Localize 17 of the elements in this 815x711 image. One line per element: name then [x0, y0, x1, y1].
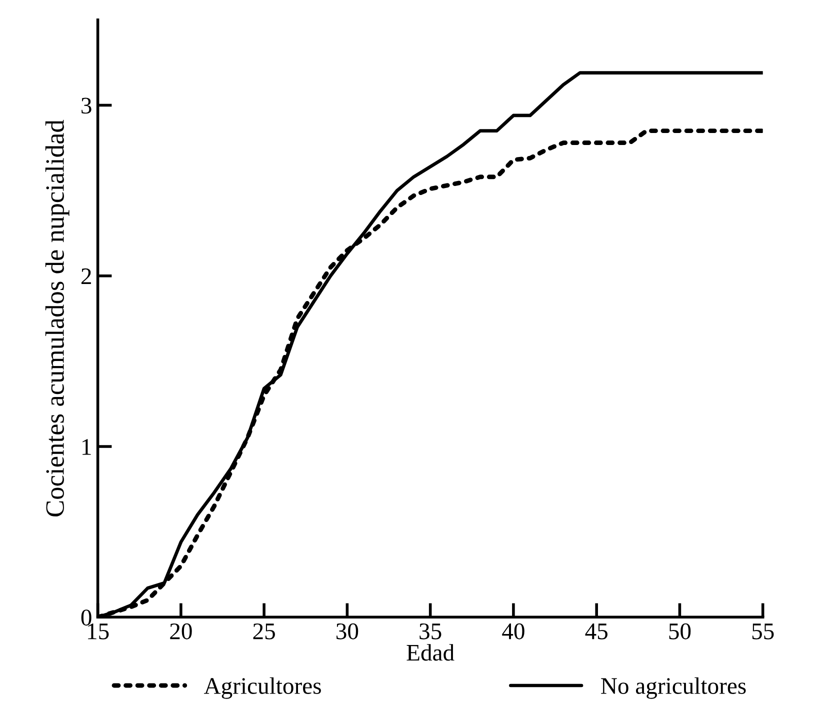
x-axis-title: Edad — [406, 644, 454, 661]
y-tick-label: 2 — [81, 268, 91, 284]
y-tick-label: 0 — [81, 610, 92, 626]
y-axis-title: Cocientes acumulados de nupcialidad — [45, 120, 70, 516]
x-tick-label: 40 — [502, 623, 524, 640]
x-tick-label: 55 — [752, 624, 774, 640]
legend-label: No agricultores — [601, 677, 746, 699]
x-tick-label: 30 — [336, 623, 358, 640]
x-tick-label: 20 — [170, 623, 192, 640]
x-tick-label: 35 — [420, 623, 442, 640]
legend-label: Agricultores — [204, 677, 321, 699]
x-tick-label: 45 — [585, 624, 608, 640]
x-tick-label: 50 — [669, 623, 691, 640]
x-tick-label: 25 — [253, 623, 275, 640]
y-tick-label: 1 — [82, 439, 91, 455]
x-tick-label: 15 — [88, 624, 109, 640]
y-tick-label: 3 — [82, 98, 92, 114]
